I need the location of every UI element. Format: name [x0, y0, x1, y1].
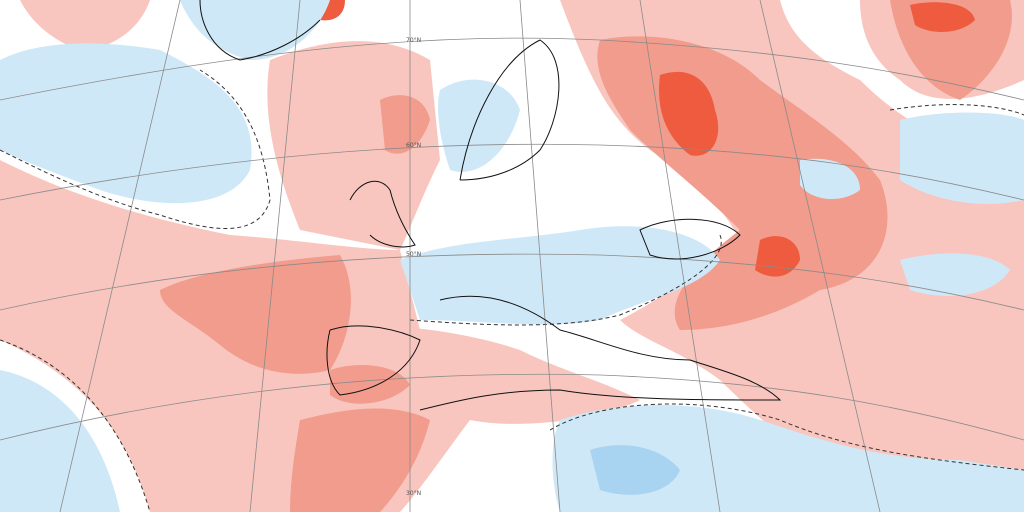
cold-anomaly — [400, 226, 720, 325]
contour — [889, 104, 1024, 116]
warm-anomaly-strong — [330, 365, 410, 404]
warm-anomaly-strong — [160, 255, 351, 374]
cold-anomaly — [438, 79, 520, 172]
contour — [0, 69, 271, 229]
warm-anomaly-max — [910, 2, 975, 32]
contour — [0, 339, 151, 512]
cold-anomaly — [900, 253, 1010, 296]
coastline — [459, 39, 560, 181]
latitude-line — [0, 37, 1024, 101]
warm-anomaly — [267, 41, 440, 250]
coastline — [349, 180, 416, 248]
warm-anomaly-strong — [380, 95, 430, 154]
cold-anomaly — [900, 112, 1024, 204]
longitude-line — [249, 0, 301, 512]
coastline — [326, 325, 421, 396]
lat-label: 70°N — [406, 37, 421, 44]
warm-anomaly-strong — [290, 408, 430, 512]
coastline — [419, 295, 782, 411]
latitude-line — [0, 253, 1024, 311]
cold-anomaly-strong — [590, 445, 680, 495]
longitude-line — [639, 0, 721, 512]
lat-label: 60°N — [406, 142, 421, 149]
longitude-line — [59, 0, 181, 512]
longitude-line — [759, 0, 881, 512]
warm-anomaly-max — [659, 71, 719, 156]
warm-anomaly — [20, 0, 150, 50]
coastlines — [199, 0, 782, 411]
longitude-line — [519, 0, 561, 512]
latitude-line — [0, 373, 1024, 441]
cold-anomaly — [552, 405, 1024, 512]
lat-label: 30°N — [406, 490, 421, 497]
contour — [549, 403, 1024, 471]
coastline — [199, 0, 321, 61]
cold-anomaly — [0, 43, 252, 204]
latitude-labels: 70°N 60°N 50°N 30°N — [406, 37, 421, 497]
latitude-line — [0, 143, 1024, 201]
lat-label: 50°N — [406, 251, 421, 258]
cold-anomaly — [180, 0, 330, 60]
coastline — [639, 218, 741, 260]
cold-anomaly — [800, 158, 860, 200]
cold-anomaly — [0, 370, 120, 512]
